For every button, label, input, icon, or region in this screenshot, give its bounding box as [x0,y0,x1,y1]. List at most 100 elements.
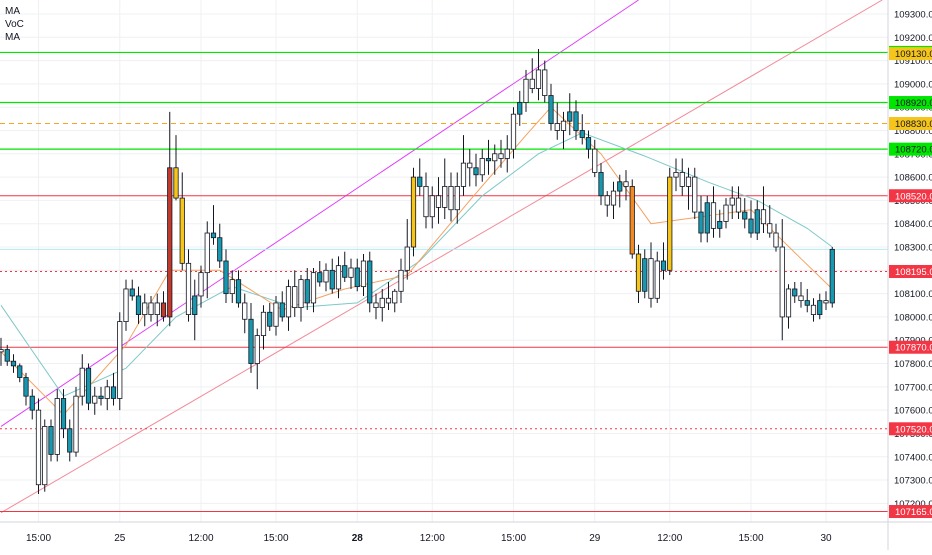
price-badge-label: 109130.0 [895,49,932,60]
price-badge-label: 107165.0 [895,507,932,518]
candle-body [0,349,4,353]
candle-body [510,113,517,150]
candle-body [48,426,54,455]
candle-body [354,267,360,288]
candle-body [798,295,804,302]
trendline-magenta [0,0,639,427]
candle-body [79,367,85,397]
candle-body [398,269,404,292]
price-badge-label: 108920.0 [895,98,932,109]
candle-body [304,279,310,304]
candle-body [767,223,773,234]
candle-body [242,302,248,320]
legend-item-ma-2[interactable]: MA [5,32,20,43]
candle-body [417,176,423,187]
price-badge-label: 107870.0 [895,343,932,354]
candle-body [229,279,235,295]
price-badge-label: 108520.0 [895,191,932,202]
candle-body [729,197,735,206]
candle-body [154,302,160,315]
indicator-legend: MA VoC MA [5,5,24,44]
price-badge-label: 108720.0 [895,145,932,156]
candle-body [779,246,785,318]
candle-body [560,120,567,131]
price-badge [889,96,932,110]
candle-body [829,248,835,304]
candle-body [479,158,485,176]
candle-body [110,386,117,399]
price-badge [889,142,932,156]
price-badge [889,422,932,436]
candle-body [60,398,67,430]
candle-body [654,260,660,299]
candle-body [648,258,654,299]
y-tick-label: 107400.0 [894,452,932,463]
candle-body [273,302,279,327]
candle-body [448,186,454,211]
y-tick-label: 109300.0 [894,9,932,20]
candle-body [604,195,610,206]
y-tick-label: 107200.0 [894,499,932,510]
candle-body [210,232,217,239]
price-badge-label: 108830.0 [895,119,932,130]
price-badge-label: 108195.0 [895,267,932,278]
legend-item-voc[interactable]: VoC [5,19,24,30]
candle-body [404,246,410,271]
candle-body [579,130,585,138]
candle-body [254,335,260,364]
candle-body [185,262,192,315]
trendline-pink [0,0,883,514]
candle-body [92,395,98,404]
x-tick-label: 15:00 [26,533,51,544]
candle-body [98,395,104,399]
candle-body [217,237,223,262]
candle-body [473,167,479,176]
x-tick-label: 25 [114,533,126,544]
candle-body [435,195,442,208]
candle-body [167,167,173,318]
ma-fast-line [0,106,833,416]
candle-body [285,286,292,318]
candle-body [642,258,648,292]
candle-body [804,300,810,306]
candle-body [310,272,317,304]
candle-body [204,232,210,274]
candle-body [329,269,335,290]
price-badge [889,505,932,519]
candle-body [129,288,135,297]
candle-body [610,190,617,206]
candle-body [335,265,342,290]
candle-body [198,272,204,297]
candle-body [792,288,798,297]
candle-body [135,295,142,315]
price-badge-label: 107520.0 [895,424,932,435]
candle-body [592,148,598,173]
y-tick-label: 107300.0 [894,476,932,487]
candle-body [17,365,23,378]
candle-body [410,176,417,248]
candle-body [442,186,448,208]
candle-body [367,260,373,304]
candle-body [192,295,198,315]
candle-body [598,172,604,197]
candle-body [223,260,229,295]
x-tick-label: 12:00 [657,533,682,544]
y-tick-label: 108800.0 [894,126,932,137]
candle-body [542,69,548,96]
x-tick-label: 12:00 [420,533,445,544]
y-tick-label: 109200.0 [894,33,932,44]
candle-body [785,288,792,318]
candle-body [423,186,429,218]
candle-body [698,211,704,234]
candle-body [517,102,523,115]
candle-body [117,321,123,399]
price-badge [889,340,932,354]
price-badge [889,117,932,131]
candle-body [617,181,623,192]
candle-body [460,162,467,187]
candle-body [248,318,254,364]
legend-item-ma[interactable]: MA [5,6,20,17]
candle-body [260,311,267,336]
